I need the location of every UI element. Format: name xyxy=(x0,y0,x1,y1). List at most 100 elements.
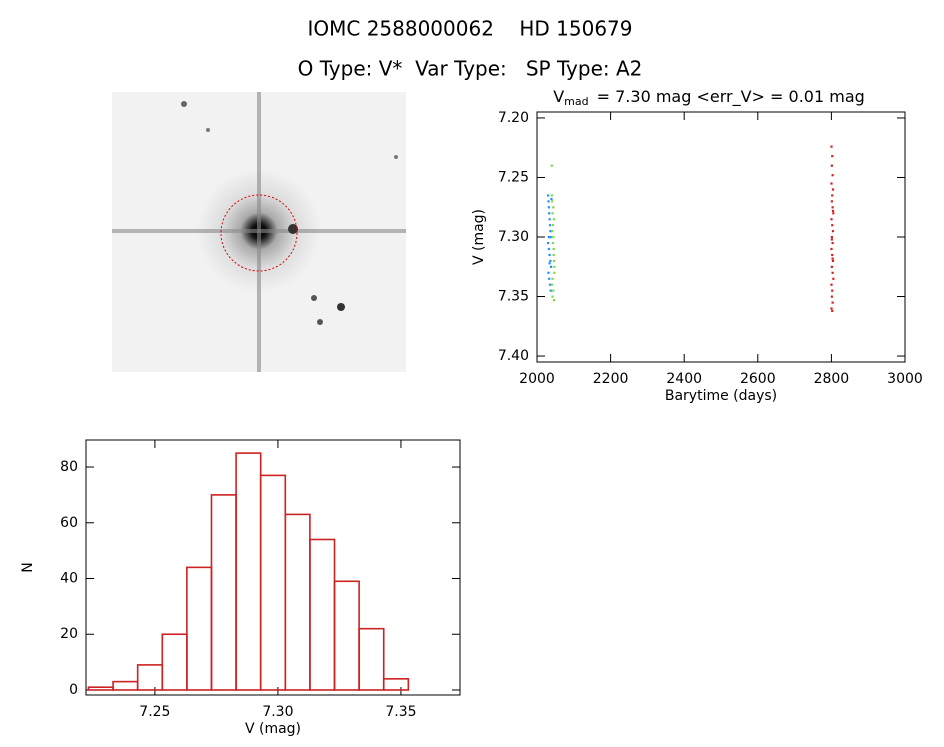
y-axis-label: V (mag) xyxy=(471,209,487,265)
point xyxy=(831,271,834,274)
bar xyxy=(235,452,262,691)
point xyxy=(552,253,555,257)
bar xyxy=(210,494,237,691)
point xyxy=(550,197,553,201)
x-axis-label: V (mag) xyxy=(245,721,301,737)
point xyxy=(830,218,833,221)
bar xyxy=(87,686,114,691)
y-tick-label: 0 xyxy=(69,682,78,698)
point xyxy=(551,241,555,245)
point xyxy=(547,241,550,245)
point xyxy=(831,253,834,257)
plot-frame xyxy=(536,111,906,363)
y-tick-label: 7.30 xyxy=(498,229,529,245)
point xyxy=(547,236,550,239)
bar xyxy=(284,513,311,691)
bar xyxy=(161,633,188,691)
point xyxy=(831,209,835,213)
point xyxy=(547,200,550,203)
point xyxy=(551,277,554,280)
bar xyxy=(186,566,213,691)
point xyxy=(832,277,835,280)
point xyxy=(548,253,551,257)
point xyxy=(550,194,553,197)
point xyxy=(830,307,833,310)
point xyxy=(547,194,550,197)
point xyxy=(551,295,554,298)
point xyxy=(551,212,554,215)
point xyxy=(551,230,554,233)
plot-title-part: mad xyxy=(564,95,588,108)
point xyxy=(547,271,550,274)
x-tick-label: 2000 xyxy=(519,371,555,387)
point xyxy=(832,212,835,215)
point xyxy=(551,200,554,203)
point xyxy=(548,262,551,265)
y-tick-label: 7.20 xyxy=(498,110,529,126)
y-tick-label: 7.25 xyxy=(498,169,529,185)
point xyxy=(548,218,551,221)
point xyxy=(548,224,552,227)
x-tick-label: 7.35 xyxy=(385,704,416,720)
point xyxy=(548,212,551,215)
bar xyxy=(333,580,360,691)
point xyxy=(831,241,834,245)
point xyxy=(547,247,550,251)
point xyxy=(548,283,552,286)
bar xyxy=(382,678,410,691)
plot-title: Vmad = 7.30 mag <err_V> = 0.01 mag xyxy=(553,87,865,109)
point xyxy=(553,271,556,274)
point xyxy=(830,247,833,251)
point xyxy=(831,259,835,263)
point xyxy=(552,247,555,251)
x-tick-label: 2800 xyxy=(814,371,850,387)
point xyxy=(551,224,555,227)
point xyxy=(553,265,556,268)
x-tick-label: 2400 xyxy=(666,371,702,387)
point xyxy=(549,289,552,292)
point xyxy=(550,283,553,286)
point xyxy=(552,259,556,263)
point xyxy=(549,265,553,268)
y-tick-label: 60 xyxy=(60,515,78,531)
point xyxy=(552,289,555,292)
y-tick-label: 40 xyxy=(60,571,78,587)
point xyxy=(831,301,834,304)
point xyxy=(831,155,834,158)
point xyxy=(831,206,834,209)
point xyxy=(830,283,833,286)
point xyxy=(830,238,833,241)
x-tick-label: 7.25 xyxy=(139,704,170,720)
plot-title-part: = 7.30 mag <err_V> = 0.01 mag xyxy=(597,87,865,107)
plot-title-part: V xyxy=(553,87,564,106)
bar xyxy=(112,680,139,691)
point xyxy=(830,145,833,148)
point xyxy=(831,309,834,313)
point xyxy=(549,236,552,239)
point xyxy=(552,236,555,239)
title: IOMC 2588000062 HD 150679 xyxy=(307,17,632,41)
point xyxy=(830,164,833,167)
point xyxy=(549,230,552,233)
plot-frame xyxy=(85,439,461,696)
y-tick-label: 7.35 xyxy=(498,289,529,305)
bar xyxy=(309,538,336,691)
point xyxy=(830,265,833,268)
x-tick-label: 3000 xyxy=(887,371,923,387)
point xyxy=(831,230,835,233)
sky-image xyxy=(112,92,406,372)
point xyxy=(552,206,555,209)
point xyxy=(830,295,833,298)
point xyxy=(548,277,551,280)
y-tick-label: 20 xyxy=(60,626,78,642)
point xyxy=(831,257,834,260)
x-tick-label: 2600 xyxy=(740,371,776,387)
subtitle: O Type: V* Var Type: SP Type: A2 xyxy=(298,57,643,81)
point xyxy=(831,194,834,197)
x-tick-label: 2200 xyxy=(593,371,629,387)
point xyxy=(547,206,550,209)
y-tick-label: 80 xyxy=(60,459,78,475)
bar xyxy=(358,627,385,691)
point xyxy=(830,182,833,185)
